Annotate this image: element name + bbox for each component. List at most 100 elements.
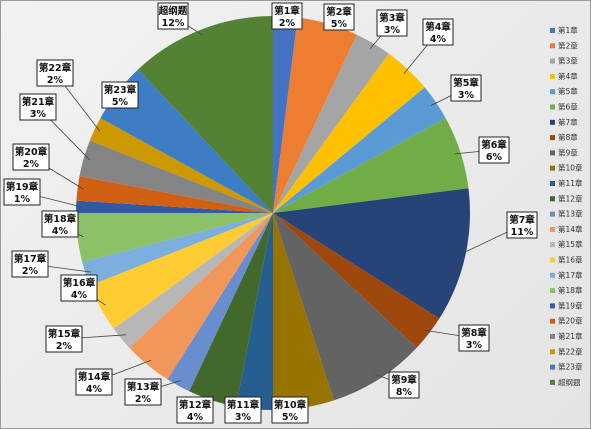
- legend-label: 第9章: [558, 147, 578, 157]
- data-label-box: [388, 371, 420, 399]
- data-label-box: [75, 368, 113, 396]
- pie-slice: [273, 87, 446, 213]
- legend-swatch: [550, 89, 555, 95]
- legend-label: 第8章: [558, 132, 578, 142]
- data-label-value: 5%: [112, 97, 129, 108]
- data-label-box: [506, 211, 538, 239]
- legend-swatch: [550, 58, 555, 64]
- data-label-box: [36, 59, 74, 87]
- legend-label: 第18章: [558, 285, 583, 295]
- legend-entry: 第13章: [550, 209, 583, 219]
- data-label-box: [3, 178, 41, 206]
- legend-swatch: [550, 257, 555, 263]
- data-label-category: 第3章: [379, 12, 405, 24]
- data-label-box: [376, 9, 408, 37]
- legend-label: 第5章: [558, 86, 578, 96]
- data-label-category: 第21章: [22, 96, 55, 108]
- data-label-value: 3%: [384, 25, 401, 36]
- data-label-box: [11, 250, 49, 278]
- legend-label: 第17章: [558, 270, 583, 280]
- data-label-value: 4%: [52, 226, 69, 237]
- data-label-box: [19, 93, 57, 121]
- legend-entry: 第12章: [550, 193, 583, 203]
- data-label-category: 第22章: [39, 62, 72, 74]
- data-label-value: 2%: [135, 394, 152, 405]
- data-label-category: 第19章: [6, 181, 39, 193]
- data-label-category: 第5章: [453, 77, 479, 89]
- data-label-value: 5%: [282, 412, 299, 423]
- legend-swatch: [550, 318, 555, 324]
- data-label-box: [45, 325, 83, 353]
- data-label-value: 4%: [71, 290, 88, 301]
- data-label-category: 第8章: [461, 327, 487, 339]
- pie-slice: [129, 213, 273, 380]
- pie-slice: [100, 69, 274, 213]
- data-label-category: 第2章: [326, 6, 352, 18]
- legend-entry: 第6章: [550, 102, 578, 112]
- pie-slice: [89, 213, 273, 329]
- legend-entry: 第1章: [550, 25, 578, 35]
- data-label-category: 第12章: [179, 399, 212, 411]
- legend-label: 超纲题: [558, 377, 581, 387]
- data-label-value: 5%: [331, 19, 348, 30]
- data-label-category: 第10章: [274, 399, 307, 411]
- legend-entry: 第9章: [550, 147, 578, 157]
- data-label-box: [458, 324, 490, 352]
- pie-slice: [76, 176, 273, 213]
- legend-entry: 第3章: [550, 56, 578, 66]
- data-label-value: 4%: [187, 412, 204, 423]
- data-label-category: 第13章: [127, 381, 160, 393]
- legend-swatch: [550, 104, 555, 110]
- legend-swatch: [550, 211, 555, 217]
- data-label-category: 第6章: [481, 139, 507, 151]
- data-label-category: 超纲题: [158, 5, 188, 17]
- pie-slice: [236, 213, 273, 410]
- legend-label: 第4章: [558, 71, 578, 81]
- data-label-category: 第20章: [15, 146, 48, 158]
- pie-slice: [273, 213, 334, 410]
- pie-slice: [82, 213, 273, 286]
- legend-entry: 第19章: [550, 300, 583, 310]
- data-label-category: 第11章: [227, 399, 260, 411]
- data-label-value: 2%: [23, 159, 40, 170]
- legend-swatch: [550, 135, 555, 141]
- data-label-box: [124, 378, 162, 406]
- data-label-box: [157, 2, 189, 30]
- data-label-value: 2%: [279, 18, 296, 29]
- legend-label: 第2章: [558, 40, 578, 50]
- data-label-value: 1%: [14, 194, 31, 205]
- legend-swatch: [550, 43, 555, 49]
- pie-slice: [79, 140, 274, 213]
- legend-label: 第3章: [558, 56, 578, 66]
- data-label-box: [323, 3, 355, 31]
- data-label-category: 第17章: [14, 253, 47, 265]
- legend-swatch: [550, 303, 555, 309]
- legend-swatch: [550, 272, 555, 278]
- data-label-box: [271, 396, 309, 424]
- legend-label: 第13章: [558, 209, 583, 219]
- data-label-category: 第14章: [78, 371, 111, 383]
- data-label-box: [478, 136, 510, 164]
- data-label-category: 第15章: [48, 328, 81, 340]
- legend-swatch: [550, 119, 555, 125]
- legend-entry: 第15章: [550, 239, 583, 249]
- data-label-value: 4%: [430, 34, 447, 45]
- data-label-value: 2%: [22, 266, 39, 277]
- legend-entry: 超纲题: [550, 377, 581, 387]
- legend-label: 第22章: [558, 346, 583, 356]
- legend-entry: 第8章: [550, 132, 578, 142]
